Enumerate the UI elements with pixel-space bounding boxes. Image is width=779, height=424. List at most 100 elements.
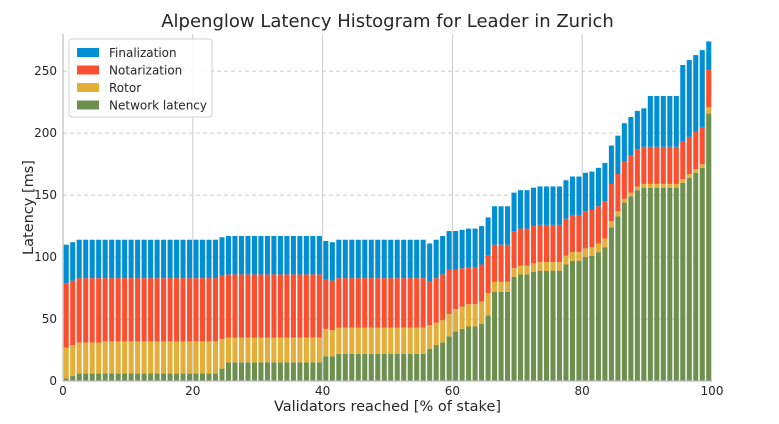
bar-segment-network-latency [109,373,115,381]
bar-segment-rotor [206,341,212,374]
bar-segment-network-latency [316,362,322,381]
bar-segment-finalization [706,41,712,70]
bar-segment-rotor [187,341,193,374]
bar-segment-finalization [556,186,563,225]
bar-segment-rotor [193,341,199,374]
bar-segment-notarization [608,183,614,222]
bar-segment-network-latency [329,356,335,381]
bar-segment-finalization [485,217,491,256]
bar-segment-network-latency [336,353,342,381]
bar-segment-network-latency [440,342,446,381]
bar-segment-finalization [258,236,264,275]
bar-segment-finalization [537,186,543,225]
bar-segment-network-latency [453,331,459,381]
y-tick-label: 150 [34,188,57,202]
bar-segment-notarization [70,280,76,346]
bar-segment-rotor [498,281,504,292]
legend-swatch [77,83,99,92]
bar-segment-finalization [381,239,387,279]
bar-segment-network-latency [284,362,290,381]
bar-segment-notarization [569,214,575,253]
bar-segment-finalization [420,239,426,279]
bar-segment-notarization [459,268,465,307]
bar-segment-rotor [511,268,517,277]
bar-segment-network-latency [187,373,193,381]
bar-segment-finalization [89,239,95,279]
bar-segment-rotor [634,186,640,191]
bar-segment-network-latency [128,373,134,381]
bar-segment-rotor [641,183,647,188]
bar-segment-notarization [355,278,361,328]
y-tick-label: 0 [49,374,57,388]
bar-segment-finalization [693,55,699,132]
bar-segment-finalization [479,226,485,265]
bar-segment-rotor [135,341,141,374]
bar-segment-notarization [96,278,102,343]
bar-segment-notarization [667,146,673,184]
bar-segment-rotor [537,262,543,271]
bar-segment-network-latency [219,368,225,381]
bar-segment-finalization [102,239,108,279]
bar-segment-notarization [537,224,543,263]
bar-segment-finalization [621,123,627,162]
bar-segment-finalization [193,239,199,279]
bar-segment-network-latency [381,353,387,381]
bar-segment-network-latency [89,373,95,381]
bar-segment-finalization [368,239,374,279]
bar-segment-network-latency [582,257,588,381]
legend-swatch [77,48,99,57]
bar-segment-finalization [615,135,621,175]
bar-segment-rotor [141,341,147,374]
bar-segment-network-latency [200,373,206,381]
bar-segment-network-latency [310,362,316,381]
bar-segment-network-latency [647,187,653,381]
bar-segment-finalization [135,239,141,279]
bar-segment-network-latency [433,345,439,381]
bar-segment-rotor [200,341,206,374]
bar-segment-rotor [102,341,108,374]
bar-segment-rotor [284,337,290,363]
bar-segment-notarization [550,224,556,263]
bar-segment-network-latency [232,362,238,381]
bar-segment-finalization [232,236,238,275]
bar-segment-finalization [582,172,588,212]
bar-segment-network-latency [660,187,666,381]
bar-segment-network-latency [479,323,485,381]
bar-segment-rotor [174,341,180,374]
bar-segment-rotor [148,341,154,374]
bar-segment-notarization [362,278,368,328]
bar-segment-rotor [238,337,244,363]
bar-segment-finalization [628,117,634,156]
bar-segment-notarization [167,278,173,342]
bar-segment-network-latency [141,373,147,381]
bar-segment-network-latency [485,315,491,381]
bar-segment-finalization [174,239,180,279]
bar-segment-network-latency [264,362,270,381]
bar-segment-network-latency [174,373,180,381]
bar-segment-network-latency [530,271,537,381]
bar-segment-network-latency [63,378,69,381]
bar-segment-notarization [589,209,595,248]
bar-segment-rotor [323,328,329,357]
bar-segment-notarization [316,274,322,338]
bar-segment-finalization [550,186,556,225]
bar-segment-finalization [342,239,348,279]
bar-segment-notarization [693,131,699,170]
bar-segment-network-latency [699,167,705,381]
bar-segment-network-latency [524,274,530,381]
bar-segment-notarization [349,278,355,328]
bar-segment-notarization [634,149,640,187]
bar-segment-notarization [511,231,517,269]
x-tick-label: 0 [59,384,67,398]
bar-segment-finalization [238,236,244,275]
bar-segment-notarization [660,146,666,184]
bar-segment-network-latency [161,373,167,381]
bar-segment-finalization [433,239,439,279]
bar-segment-rotor [154,341,160,374]
bar-segment-network-latency [667,187,673,381]
bar-segment-notarization [576,214,582,253]
bar-segment-network-latency [550,270,556,381]
bar-segment-finalization [161,239,167,279]
